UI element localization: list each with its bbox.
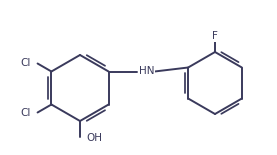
Text: HN: HN <box>139 66 154 77</box>
Text: Cl: Cl <box>20 58 30 67</box>
Text: Cl: Cl <box>20 108 30 119</box>
Text: F: F <box>212 31 218 41</box>
Text: OH: OH <box>86 133 102 143</box>
